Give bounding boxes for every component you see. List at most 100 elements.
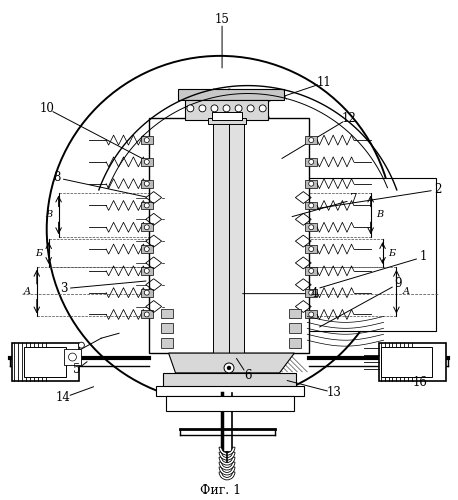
Circle shape: [247, 105, 254, 112]
Text: 15: 15: [215, 12, 229, 26]
Text: 16: 16: [413, 376, 428, 390]
Text: Фиг. 1: Фиг. 1: [200, 484, 240, 498]
Circle shape: [309, 181, 314, 186]
Circle shape: [223, 105, 230, 112]
Bar: [305, 288, 317, 296]
Text: 6: 6: [244, 370, 251, 382]
Circle shape: [144, 268, 149, 274]
Circle shape: [69, 353, 76, 361]
Circle shape: [144, 138, 149, 142]
Bar: [12, 343, 79, 381]
Text: A: A: [24, 287, 31, 296]
Text: 12: 12: [342, 112, 356, 125]
Bar: [166, 396, 294, 410]
Wedge shape: [219, 467, 235, 475]
Bar: [305, 202, 317, 209]
Circle shape: [309, 246, 314, 252]
Bar: [289, 338, 301, 348]
Bar: [141, 267, 153, 275]
Text: 4: 4: [311, 287, 318, 300]
Text: 1: 1: [420, 250, 427, 264]
Bar: [141, 310, 153, 318]
Bar: [141, 202, 153, 209]
Bar: [305, 180, 317, 188]
Bar: [185, 100, 267, 120]
Bar: [179, 88, 284, 101]
Text: 11: 11: [317, 76, 332, 89]
Circle shape: [309, 160, 314, 164]
Bar: [141, 288, 153, 296]
Circle shape: [144, 246, 149, 252]
Circle shape: [309, 225, 314, 230]
Circle shape: [224, 363, 234, 373]
Bar: [141, 158, 153, 166]
Circle shape: [309, 268, 314, 274]
Bar: [141, 136, 153, 144]
Bar: [161, 324, 173, 334]
Text: Б: Б: [388, 248, 396, 258]
Circle shape: [144, 160, 149, 164]
Text: B: B: [376, 210, 384, 219]
Bar: [305, 136, 317, 144]
Bar: [24, 347, 65, 377]
Text: 9: 9: [395, 277, 402, 290]
Bar: [305, 310, 317, 318]
Circle shape: [187, 105, 194, 112]
Circle shape: [235, 105, 242, 112]
Bar: [213, 88, 229, 378]
Bar: [64, 349, 82, 365]
Text: 8: 8: [53, 171, 60, 184]
Bar: [289, 308, 301, 318]
Bar: [149, 118, 309, 353]
Bar: [305, 245, 317, 253]
Circle shape: [47, 56, 393, 403]
Circle shape: [144, 290, 149, 295]
Bar: [141, 180, 153, 188]
Circle shape: [259, 105, 266, 112]
Circle shape: [309, 138, 314, 142]
Wedge shape: [219, 447, 235, 455]
Text: 3: 3: [60, 282, 67, 295]
Bar: [305, 158, 317, 166]
Text: 2: 2: [434, 183, 442, 196]
Bar: [381, 347, 432, 377]
Text: 10: 10: [39, 102, 54, 115]
Bar: [141, 224, 153, 231]
Circle shape: [227, 366, 231, 370]
Bar: [379, 343, 446, 381]
Bar: [151, 128, 205, 296]
Bar: [163, 373, 296, 387]
Circle shape: [309, 312, 314, 317]
Circle shape: [309, 290, 314, 295]
Text: A: A: [403, 287, 409, 296]
Bar: [212, 112, 242, 120]
Bar: [289, 324, 301, 334]
Bar: [229, 88, 244, 378]
Circle shape: [144, 203, 149, 208]
Bar: [208, 118, 246, 124]
Circle shape: [309, 203, 314, 208]
Circle shape: [211, 105, 218, 112]
Circle shape: [144, 312, 149, 317]
Bar: [141, 245, 153, 253]
Text: 7: 7: [350, 193, 358, 206]
Bar: [307, 178, 436, 332]
Text: 14: 14: [56, 391, 71, 404]
Circle shape: [199, 105, 206, 112]
Wedge shape: [219, 457, 235, 465]
Text: 5: 5: [73, 364, 80, 376]
Bar: [161, 338, 173, 348]
Text: B: B: [45, 210, 53, 219]
Polygon shape: [169, 353, 294, 373]
Wedge shape: [219, 452, 235, 460]
Bar: [248, 128, 305, 296]
Circle shape: [144, 225, 149, 230]
Wedge shape: [219, 472, 235, 480]
Bar: [305, 224, 317, 231]
Circle shape: [144, 181, 149, 186]
Bar: [156, 386, 304, 396]
Bar: [305, 267, 317, 275]
Text: 13: 13: [327, 386, 342, 399]
Circle shape: [78, 342, 84, 348]
Text: Б: Б: [36, 248, 43, 258]
